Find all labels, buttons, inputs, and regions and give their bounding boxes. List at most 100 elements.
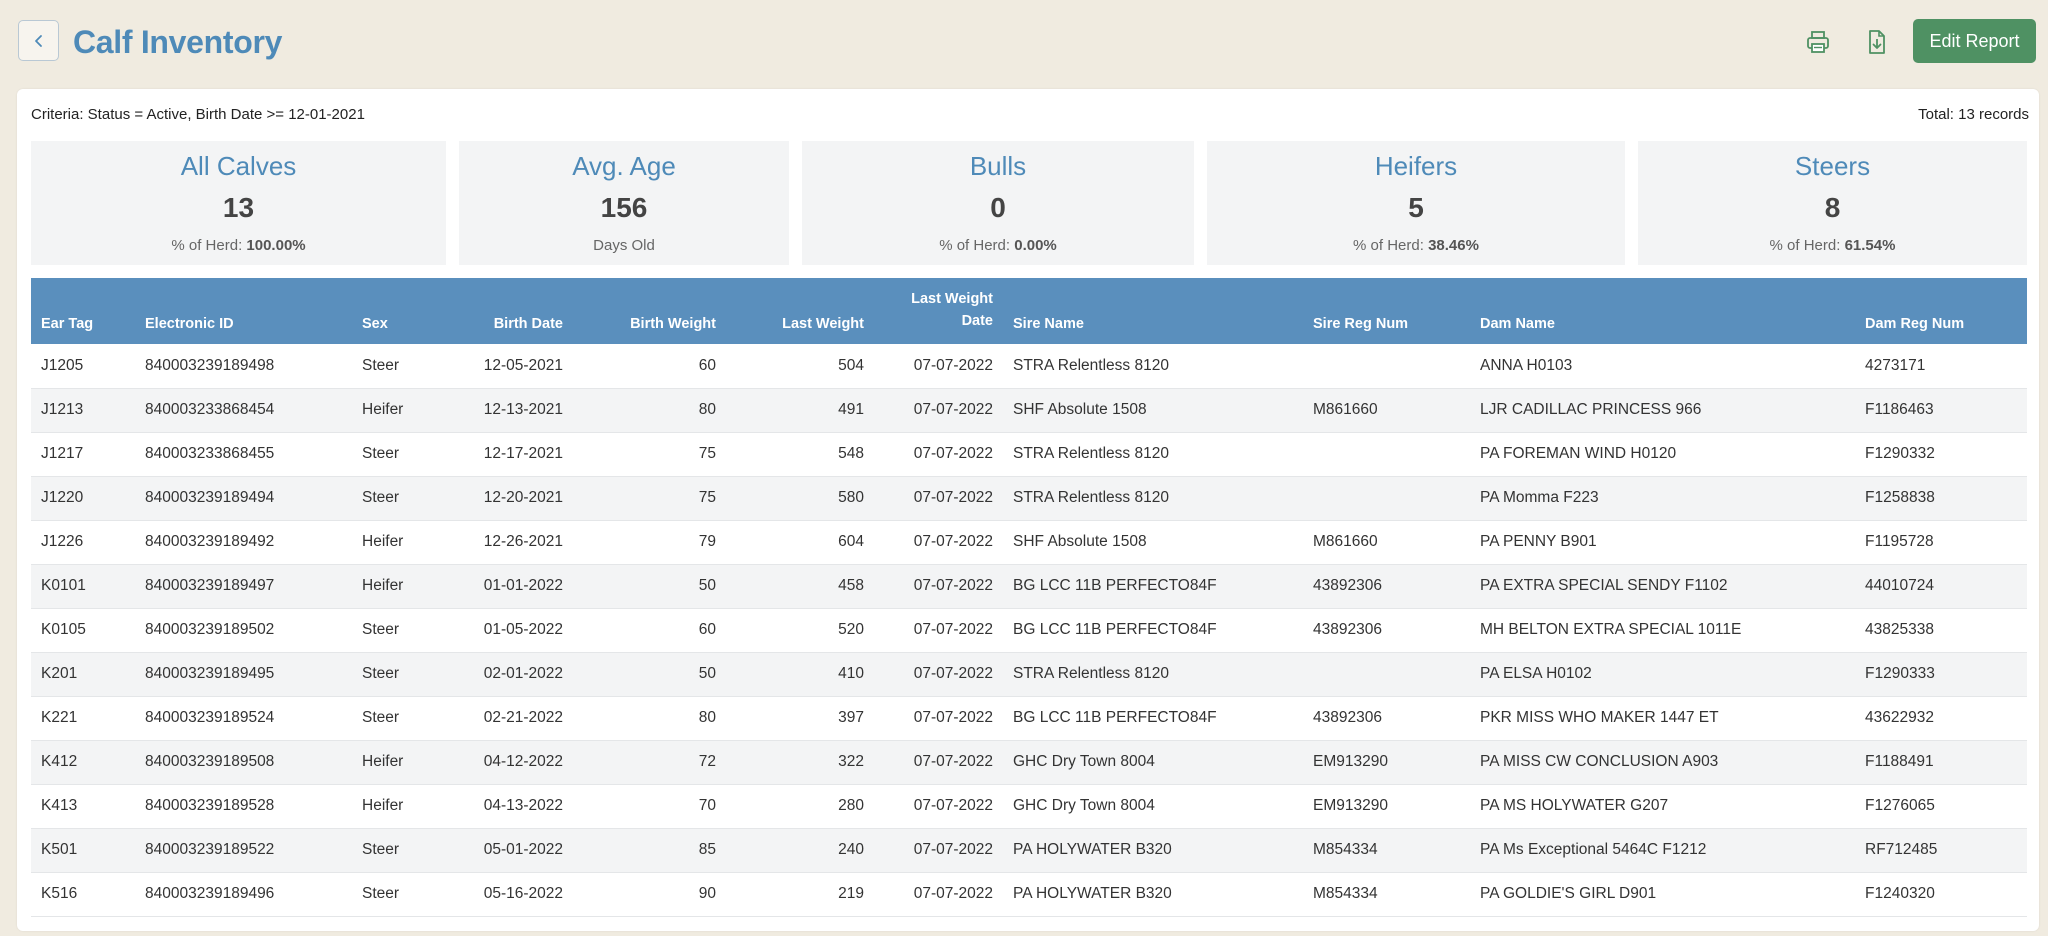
cell-dam-reg: 43622932: [1865, 709, 1934, 726]
col-sire-reg[interactable]: Sire Reg Num: [1313, 316, 1409, 332]
cell-dam-name: PA FOREMAN WIND H0120: [1480, 445, 1677, 462]
cell-last-weight-date: 07-07-2022: [913, 753, 993, 770]
cell-birth-date: 12-17-2021: [483, 445, 563, 462]
total-records: Total: 13 records: [1918, 106, 2029, 123]
card-value: 13: [222, 192, 255, 223]
col-ear-tag[interactable]: Ear Tag: [41, 316, 94, 332]
card-title: All Calves: [180, 151, 297, 181]
cell-sire-name: BG LCC 11B PERFECTO84F: [1013, 709, 1217, 726]
table-row[interactable]: K501 840003239189522 Steer 05-01-2022 85 240 0…: [31, 828, 2027, 872]
cell-dam-name: PA EXTRA SPECIAL SENDY F1102: [1480, 577, 1728, 594]
export-button[interactable]: [1855, 20, 1899, 64]
inventory-table: Ear Tag Electronic ID Sex Birth Date Bir…: [31, 278, 2027, 917]
cell-sire-reg: M861660: [1313, 401, 1378, 418]
cell-electronic-id: 840003239189495: [145, 665, 275, 682]
cell-dam-name: LJR CADILLAC PRINCESS 966: [1480, 401, 1702, 418]
cell-dam-name: ANNA H0103: [1480, 356, 1573, 374]
cell-last-weight: 604: [838, 533, 864, 550]
table-row[interactable]: K201 840003239189495 Steer 02-01-2022 50 410 0…: [31, 652, 2027, 696]
cell-birth-weight: 60: [698, 621, 716, 638]
cell-ear-tag: J1226: [41, 533, 84, 550]
table-row[interactable]: K413 840003239189528 Heifer 04-13-2022 70 280…: [31, 784, 2027, 828]
table-row[interactable]: K516 840003239189496 Steer 05-16-2022 90 219 0…: [31, 872, 2027, 916]
col-last-weight[interactable]: Last Weight: [782, 316, 864, 332]
card-title: Steers: [1794, 151, 1871, 181]
table-row[interactable]: J1217 840003233868455 Steer 12-17-2021 75 548…: [31, 432, 2027, 476]
cell-birth-weight: 80: [698, 401, 716, 418]
cell-birth-date: 01-01-2022: [483, 577, 563, 594]
table-row[interactable]: J1213 840003233868454 Heifer 12-13-2021 80 49…: [31, 388, 2027, 432]
cell-dam-name: MH BELTON EXTRA SPECIAL 1011E: [1480, 621, 1742, 638]
cell-last-weight-date: 07-07-2022: [913, 533, 993, 550]
cell-sex: Heifer: [362, 753, 404, 770]
cell-birth-date: 12-20-2021: [483, 489, 563, 506]
cell-sire-reg: EM913290: [1313, 797, 1388, 814]
table-row[interactable]: K221 840003239189524 Steer 02-21-2022 80 397 0…: [31, 696, 2027, 740]
cell-sire-name: GHC Dry Town 8004: [1013, 797, 1155, 814]
print-button[interactable]: [1796, 20, 1840, 64]
cell-last-weight: 580: [838, 489, 864, 506]
cell-birth-weight: 75: [698, 445, 716, 462]
card-steers: Steers 8 % of Herd: 61.54%: [1638, 141, 2027, 265]
cell-sire-reg: [1303, 432, 1470, 476]
cell-electronic-id: 840003239189528: [145, 797, 275, 814]
cell-sire-reg: [1303, 476, 1470, 520]
col-dam-name[interactable]: Dam Name: [1480, 316, 1555, 332]
cell-birth-weight: 79: [698, 533, 716, 550]
cell-last-weight: 280: [838, 797, 864, 814]
cell-electronic-id: 840003239189508: [145, 753, 275, 770]
back-button[interactable]: [18, 20, 59, 61]
card-value: 5: [1408, 192, 1424, 223]
col-sex[interactable]: Sex: [362, 316, 388, 332]
cell-sire-reg: [1303, 652, 1470, 696]
cell-birth-weight: 50: [698, 665, 716, 682]
chevron-left-icon: [34, 34, 42, 47]
file-download-icon: [1869, 30, 1885, 54]
cell-birth-date: 05-16-2022: [483, 885, 563, 902]
edit-report-button[interactable]: Edit Report: [1913, 19, 2036, 63]
cell-sire-reg: EM913290: [1313, 753, 1388, 770]
cell-sire-name: GHC Dry Town 8004: [1013, 753, 1155, 770]
cell-last-weight-date: 07-07-2022: [913, 621, 993, 638]
card-subtext: % of Herd: 100.00%: [171, 237, 306, 254]
cell-electronic-id: 840003239189496: [145, 885, 275, 902]
cell-sire-name: BG LCC 11B PERFECTO84F: [1013, 577, 1217, 594]
cell-sire-reg: [1303, 344, 1470, 388]
cell-birth-date: 02-21-2022: [483, 709, 563, 726]
cell-ear-tag: K0105: [41, 621, 86, 638]
col-birth-weight[interactable]: Birth Weight: [630, 316, 716, 332]
table-row[interactable]: K0105 840003239189502 Steer 01-05-2022 60 520…: [31, 608, 2027, 652]
cell-dam-reg: F1258838: [1865, 489, 1935, 506]
table-row[interactable]: J1226 840003239189492 Heifer 12-26-2021 79 60…: [31, 520, 2027, 564]
cell-ear-tag: J1220: [41, 489, 84, 506]
cell-electronic-id: 840003233868454: [145, 401, 275, 418]
table-row[interactable]: K0101 840003239189497 Heifer 01-01-2022 50 45…: [31, 564, 2027, 608]
col-dam-reg[interactable]: Dam Reg Num: [1865, 316, 1965, 332]
cell-birth-date: 04-12-2022: [483, 753, 563, 770]
cell-electronic-id: 840003239189492: [145, 533, 275, 550]
card-avg-age: Avg. Age 156 Days Old: [459, 141, 789, 265]
cell-electronic-id: 840003233868455: [145, 445, 275, 462]
cell-sire-name: STRA Relentless 8120: [1013, 489, 1169, 506]
card-subtext: % of Herd: 0.00%: [939, 237, 1057, 254]
col-birth-date[interactable]: Birth Date: [493, 316, 563, 332]
table-row[interactable]: K412 840003239189508 Heifer 04-12-2022 72 322…: [31, 740, 2027, 784]
cell-birth-weight: 80: [698, 709, 716, 726]
cell-dam-reg: F1188491: [1865, 753, 1934, 770]
cell-dam-reg: F1290332: [1865, 445, 1935, 462]
cell-sire-name: STRA Relentless 8120: [1013, 356, 1169, 374]
cell-last-weight: 548: [838, 445, 864, 462]
cell-sire-name: PA HOLYWATER B320: [1013, 885, 1172, 902]
col-electronic-id[interactable]: Electronic ID: [145, 316, 234, 332]
col-last-weight-date[interactable]: Last Weight Date: [911, 291, 993, 329]
cell-sire-reg: 43892306: [1313, 577, 1382, 594]
cell-last-weight-date: 07-07-2022: [913, 489, 993, 506]
table-row[interactable]: J1205 840003239189498 Steer 12-05-2021 60 504…: [31, 344, 2027, 388]
cell-last-weight-date: 07-07-2022: [913, 356, 993, 374]
cell-sex: Heifer: [362, 577, 404, 594]
card-all-calves: All Calves 13 % of Herd: 100.00%: [31, 141, 446, 265]
cell-dam-reg: RF712485: [1865, 841, 1938, 858]
table-row[interactable]: J1220 840003239189494 Steer 12-20-2021 75 580…: [31, 476, 2027, 520]
cell-dam-name: PA ELSA H0102: [1480, 665, 1592, 682]
col-sire-name[interactable]: Sire Name: [1013, 316, 1084, 332]
